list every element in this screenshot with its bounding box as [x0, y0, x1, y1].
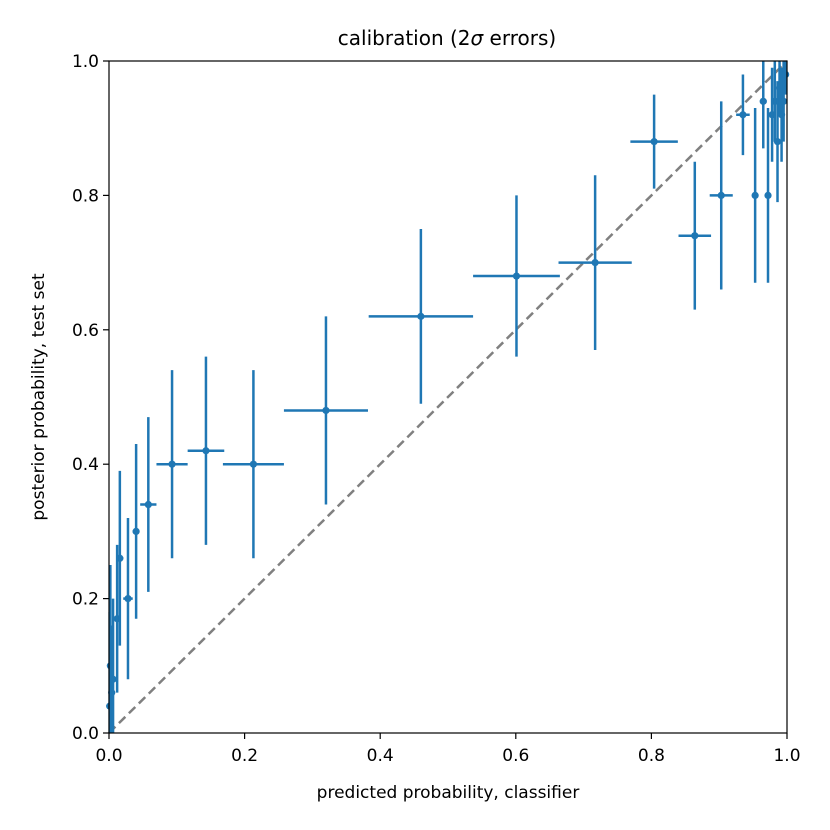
chart-title: calibration (2σ errors)	[338, 26, 556, 50]
x-tick-label: 0.0	[95, 746, 122, 766]
plot-frame	[108, 60, 788, 734]
y-axis-label: posterior probability, test set	[29, 273, 49, 521]
data-point	[558, 175, 632, 350]
point-marker	[249, 460, 258, 468]
point-marker	[109, 675, 117, 683]
y-tick-label: 0.6	[72, 321, 99, 341]
point-marker	[132, 527, 140, 536]
data-point	[156, 370, 188, 559]
point-marker	[512, 272, 521, 280]
point-marker	[116, 554, 124, 562]
data-point	[678, 161, 712, 310]
point-marker	[782, 70, 790, 79]
data-point	[473, 195, 560, 357]
point-marker	[691, 232, 699, 240]
point-marker	[773, 138, 782, 146]
data-point	[140, 417, 157, 592]
data-point	[109, 598, 117, 733]
x-tick-label: 1.0	[773, 746, 800, 766]
point-marker	[739, 111, 747, 119]
data-point	[123, 517, 133, 680]
data-point	[368, 229, 474, 404]
data-point	[222, 370, 284, 559]
data-point	[187, 356, 225, 545]
point-marker	[168, 460, 176, 468]
point-marker	[417, 312, 425, 320]
point-marker	[759, 97, 767, 105]
x-axis-label: predicted probability, classifier	[317, 783, 580, 803]
y-tick-label: 0.0	[72, 724, 99, 744]
point-marker	[717, 191, 725, 199]
y-tick-label: 1.0	[72, 52, 99, 72]
y-tick-label: 0.8	[72, 186, 99, 206]
x-tick-label: 0.2	[231, 746, 258, 766]
reference-diagonal-line	[108, 60, 788, 734]
data-point	[736, 74, 750, 156]
x-tick-label: 0.6	[502, 746, 529, 766]
y-tick-label: 0.4	[72, 455, 99, 475]
data-point	[773, 81, 782, 203]
y-axis: 0.0 0.2 0.4 0.6 0.8 1.0	[72, 52, 109, 744]
point-marker	[591, 259, 599, 267]
point-marker	[764, 191, 772, 199]
data-point	[764, 108, 772, 283]
x-tick-label: 0.4	[367, 746, 394, 766]
point-marker	[322, 406, 330, 415]
data-point	[283, 316, 368, 505]
data-point	[116, 470, 124, 646]
point-marker	[780, 97, 788, 105]
point-marker	[124, 595, 132, 603]
data-point	[630, 94, 678, 189]
x-axis: 0.0 0.2 0.4 0.6 0.8 1.0	[95, 733, 801, 766]
y-tick-label: 0.2	[72, 590, 99, 610]
data-point	[759, 61, 767, 149]
data-point	[751, 108, 759, 283]
data-point	[709, 101, 733, 290]
point-marker	[144, 500, 152, 509]
point-marker	[202, 447, 210, 455]
point-marker	[751, 191, 759, 199]
data-points-layer	[106, 61, 790, 733]
data-point	[132, 444, 140, 619]
reference-line-layer	[108, 60, 788, 734]
point-marker	[650, 138, 658, 146]
x-tick-label: 0.8	[638, 746, 665, 766]
